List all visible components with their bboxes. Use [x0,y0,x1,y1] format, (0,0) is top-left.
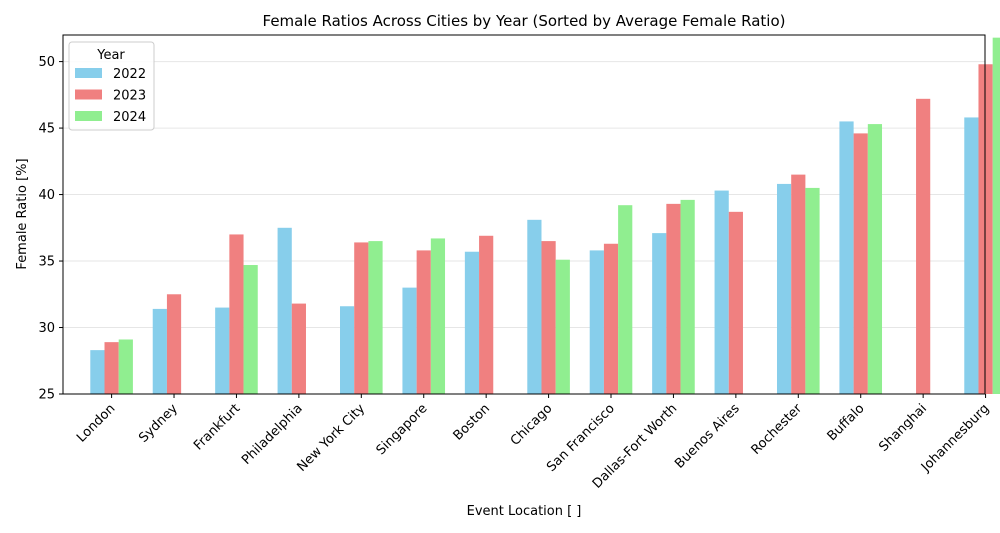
bar-2022 [152,308,167,394]
y-tick-label: 40 [38,188,55,203]
x-tick-label: Sydney [136,401,181,446]
bar-2024 [118,339,133,394]
bar-2023 [666,203,681,394]
legend-items: 2022 2023 2024 [75,67,146,125]
legend-swatch-2024 [75,111,102,121]
bar-2024 [618,205,633,394]
bar-2023 [728,211,743,394]
bar-2022 [464,251,480,394]
bar-2023 [104,342,119,394]
bar-2022 [589,250,604,394]
x-tick-label: Shanghai [876,401,930,455]
x-axis-label: Event Location [ ] [467,504,582,519]
bar-2024 [805,187,820,394]
x-tick-label: Boston [451,401,493,443]
y-axis: 25 30 35 40 45 50 [38,55,63,403]
bar-2023 [354,242,369,394]
bar-2023 [541,241,556,394]
legend-title: Year [96,48,125,63]
bar-2024 [555,259,570,394]
y-tick-label: 50 [38,55,55,70]
bar-2024 [243,265,258,394]
bar-2024 [430,238,446,394]
y-tick-label: 45 [38,122,55,137]
legend-swatch-2022 [75,68,102,78]
bar-2024 [368,241,383,394]
legend-label-2022: 2022 [113,67,146,82]
x-tick-label: Rochester [749,401,806,458]
legend-box [68,41,155,131]
bar-2022 [215,307,230,394]
legend-label-2023: 2023 [113,89,146,104]
y-axis-label: Female Ratio [%] [15,158,30,269]
bar-2022 [90,350,105,394]
legend-label-2024: 2024 [113,110,146,125]
bar-2023 [166,294,182,394]
plot-frame [62,34,986,395]
x-tick-label: New York City [294,401,368,475]
bar-2022 [714,190,729,394]
x-tick-label: Buenos Aires [672,401,743,472]
bar-2022 [340,306,355,394]
bar-2024 [992,37,1000,394]
bar-2022 [652,233,667,394]
bar-2023 [291,303,306,394]
bars [90,37,1000,395]
x-tick-label: Chicago [508,401,556,449]
bar-2023 [916,98,931,395]
x-tick-label: Frankfurt [191,401,243,453]
bar-2023 [479,235,494,394]
bar-2023 [229,234,244,394]
x-tick-label: London [74,401,118,445]
bar-2022 [839,121,854,394]
bar-2022 [776,183,792,394]
x-tick-label: Philadelphia [239,401,306,468]
bar-2023 [853,133,868,395]
y-tick-label: 30 [38,321,55,336]
bar-2023 [416,250,431,394]
x-tick-label: Buffalo [825,401,868,444]
bar-2022 [527,219,542,394]
bar-2022 [964,117,979,394]
bar-2023 [978,64,993,394]
legend: Year 2022 2023 2024 [68,41,155,131]
legend-swatch-2023 [75,89,102,100]
bar-2023 [791,174,806,394]
bar-2023 [603,243,619,394]
x-tick-label: Singapore [374,401,431,458]
y-tick-label: 35 [38,255,55,270]
bar-2022 [277,227,292,394]
y-tick-label: 25 [38,388,55,403]
bar-2022 [402,287,417,394]
bar-2024 [680,199,695,394]
bar-2024 [867,124,883,395]
chart-title: Female Ratios Across Cities by Year (Sor… [263,12,786,30]
